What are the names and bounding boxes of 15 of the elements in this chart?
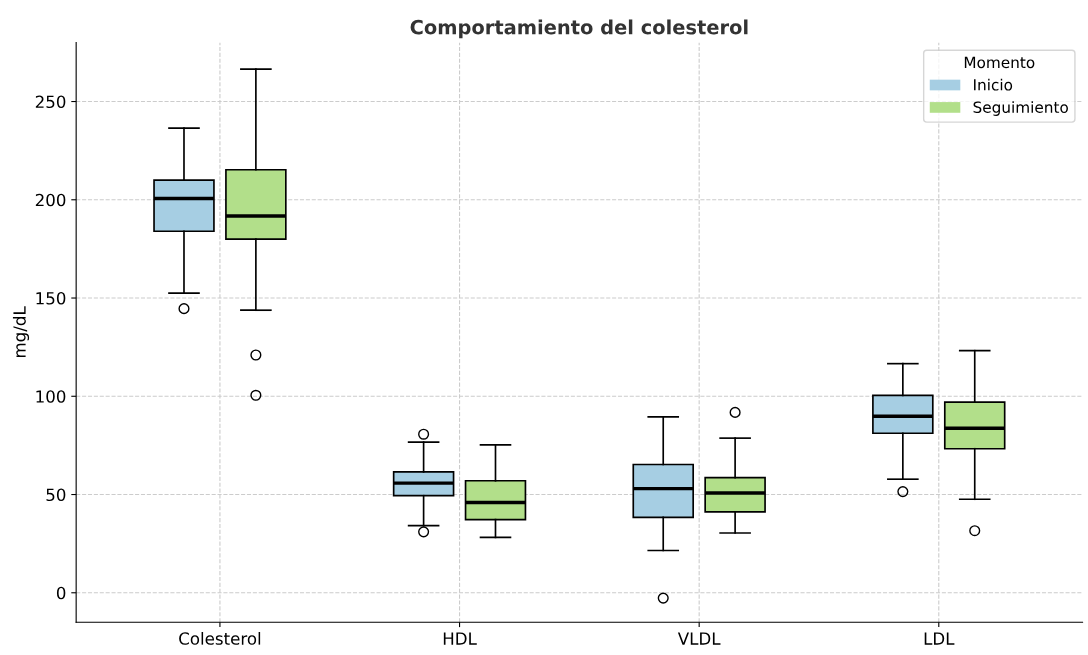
- chart-title: Comportamiento del colesterol: [410, 19, 748, 39]
- legend-title: Momento: [964, 56, 1035, 69]
- legend-label: Inicio: [974, 78, 1013, 91]
- y-axis-title: mg/dL: [12, 306, 30, 358]
- legend-label: Seguimiento: [973, 101, 1068, 116]
- y-tick-label: 50: [46, 488, 66, 502]
- y-tick-label: 250: [35, 95, 66, 109]
- x-tick-label: HDL: [443, 632, 477, 645]
- y-tick-label: 200: [35, 193, 66, 207]
- x-tick-label: LDL: [924, 632, 955, 645]
- x-tick-label: VLDL: [677, 632, 721, 645]
- x-tick-label: Colesterol: [179, 631, 261, 645]
- y-tick-label: 0: [56, 586, 66, 600]
- y-tick-label: 150: [36, 291, 66, 305]
- y-tick-label: 100: [36, 390, 66, 403]
